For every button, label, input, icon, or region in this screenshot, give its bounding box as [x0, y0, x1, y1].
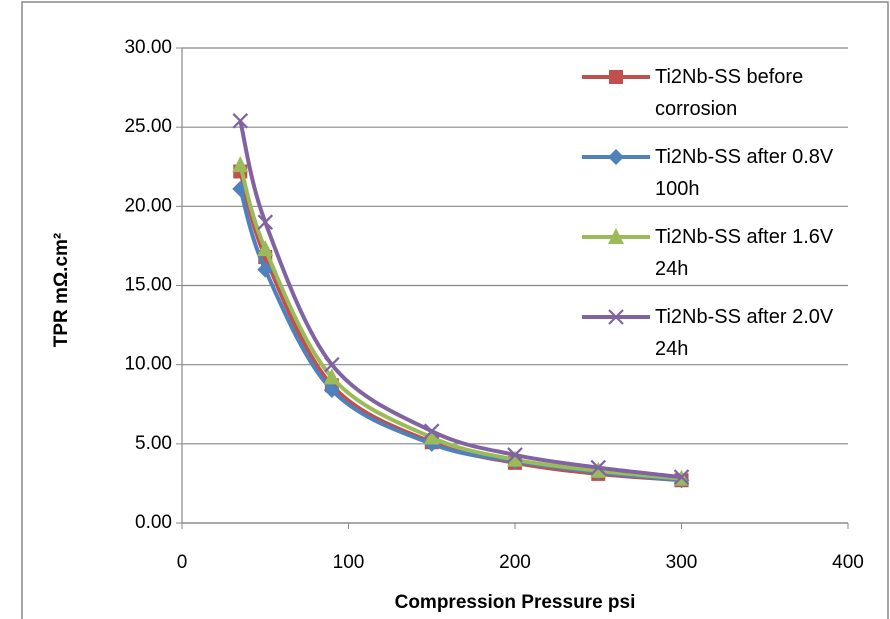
- x-tick-label: 200: [499, 552, 531, 573]
- marker: [257, 240, 274, 257]
- y-tick-label: 0.00: [135, 512, 172, 533]
- marker: [323, 382, 340, 398]
- y-tick-label: 15.00: [124, 275, 172, 296]
- y-axis-title: TPR mΩ.cm²: [51, 233, 72, 347]
- marker: [257, 261, 274, 278]
- legend-marker: [609, 70, 623, 84]
- legend-label: Ti2Nb-SS after 0.8V 100h: [655, 146, 834, 200]
- x-tick-label: 400: [832, 552, 864, 573]
- chart-frame: [21, 1, 889, 619]
- marker: [323, 368, 340, 385]
- marker: [673, 469, 690, 485]
- y-tick-label: 5.00: [135, 433, 172, 454]
- x-axis-title: Compression Pressure psi: [395, 592, 636, 613]
- legend-marker: [608, 149, 624, 165]
- marker: [507, 450, 523, 467]
- x-tick-label: 100: [333, 552, 365, 573]
- x-tick-label: 300: [666, 552, 698, 573]
- marker: [507, 447, 523, 463]
- marker: [257, 214, 274, 230]
- legend-marker: [608, 309, 624, 325]
- y-tick-label: 10.00: [124, 354, 172, 375]
- marker: [423, 423, 440, 439]
- legend-label: Ti2Nb-SS after 2.0V 24h: [655, 306, 834, 360]
- y-tick-label: 30.00: [124, 37, 172, 58]
- y-tick-label: 25.00: [124, 116, 172, 137]
- legend-label: Ti2Nb-SS before corrosion: [655, 66, 804, 120]
- marker: [590, 461, 607, 478]
- legend-label: Ti2Nb-SS after 1.6V 24h: [655, 226, 834, 280]
- marker: [590, 459, 607, 476]
- y-tick-label: 20.00: [124, 195, 172, 216]
- series-line: [238, 120, 682, 480]
- marker: [423, 428, 440, 445]
- marker: [232, 156, 249, 173]
- x-tick-label: 0: [177, 552, 188, 573]
- marker: [324, 356, 340, 373]
- marker: [232, 113, 249, 129]
- legend-marker: [608, 228, 624, 244]
